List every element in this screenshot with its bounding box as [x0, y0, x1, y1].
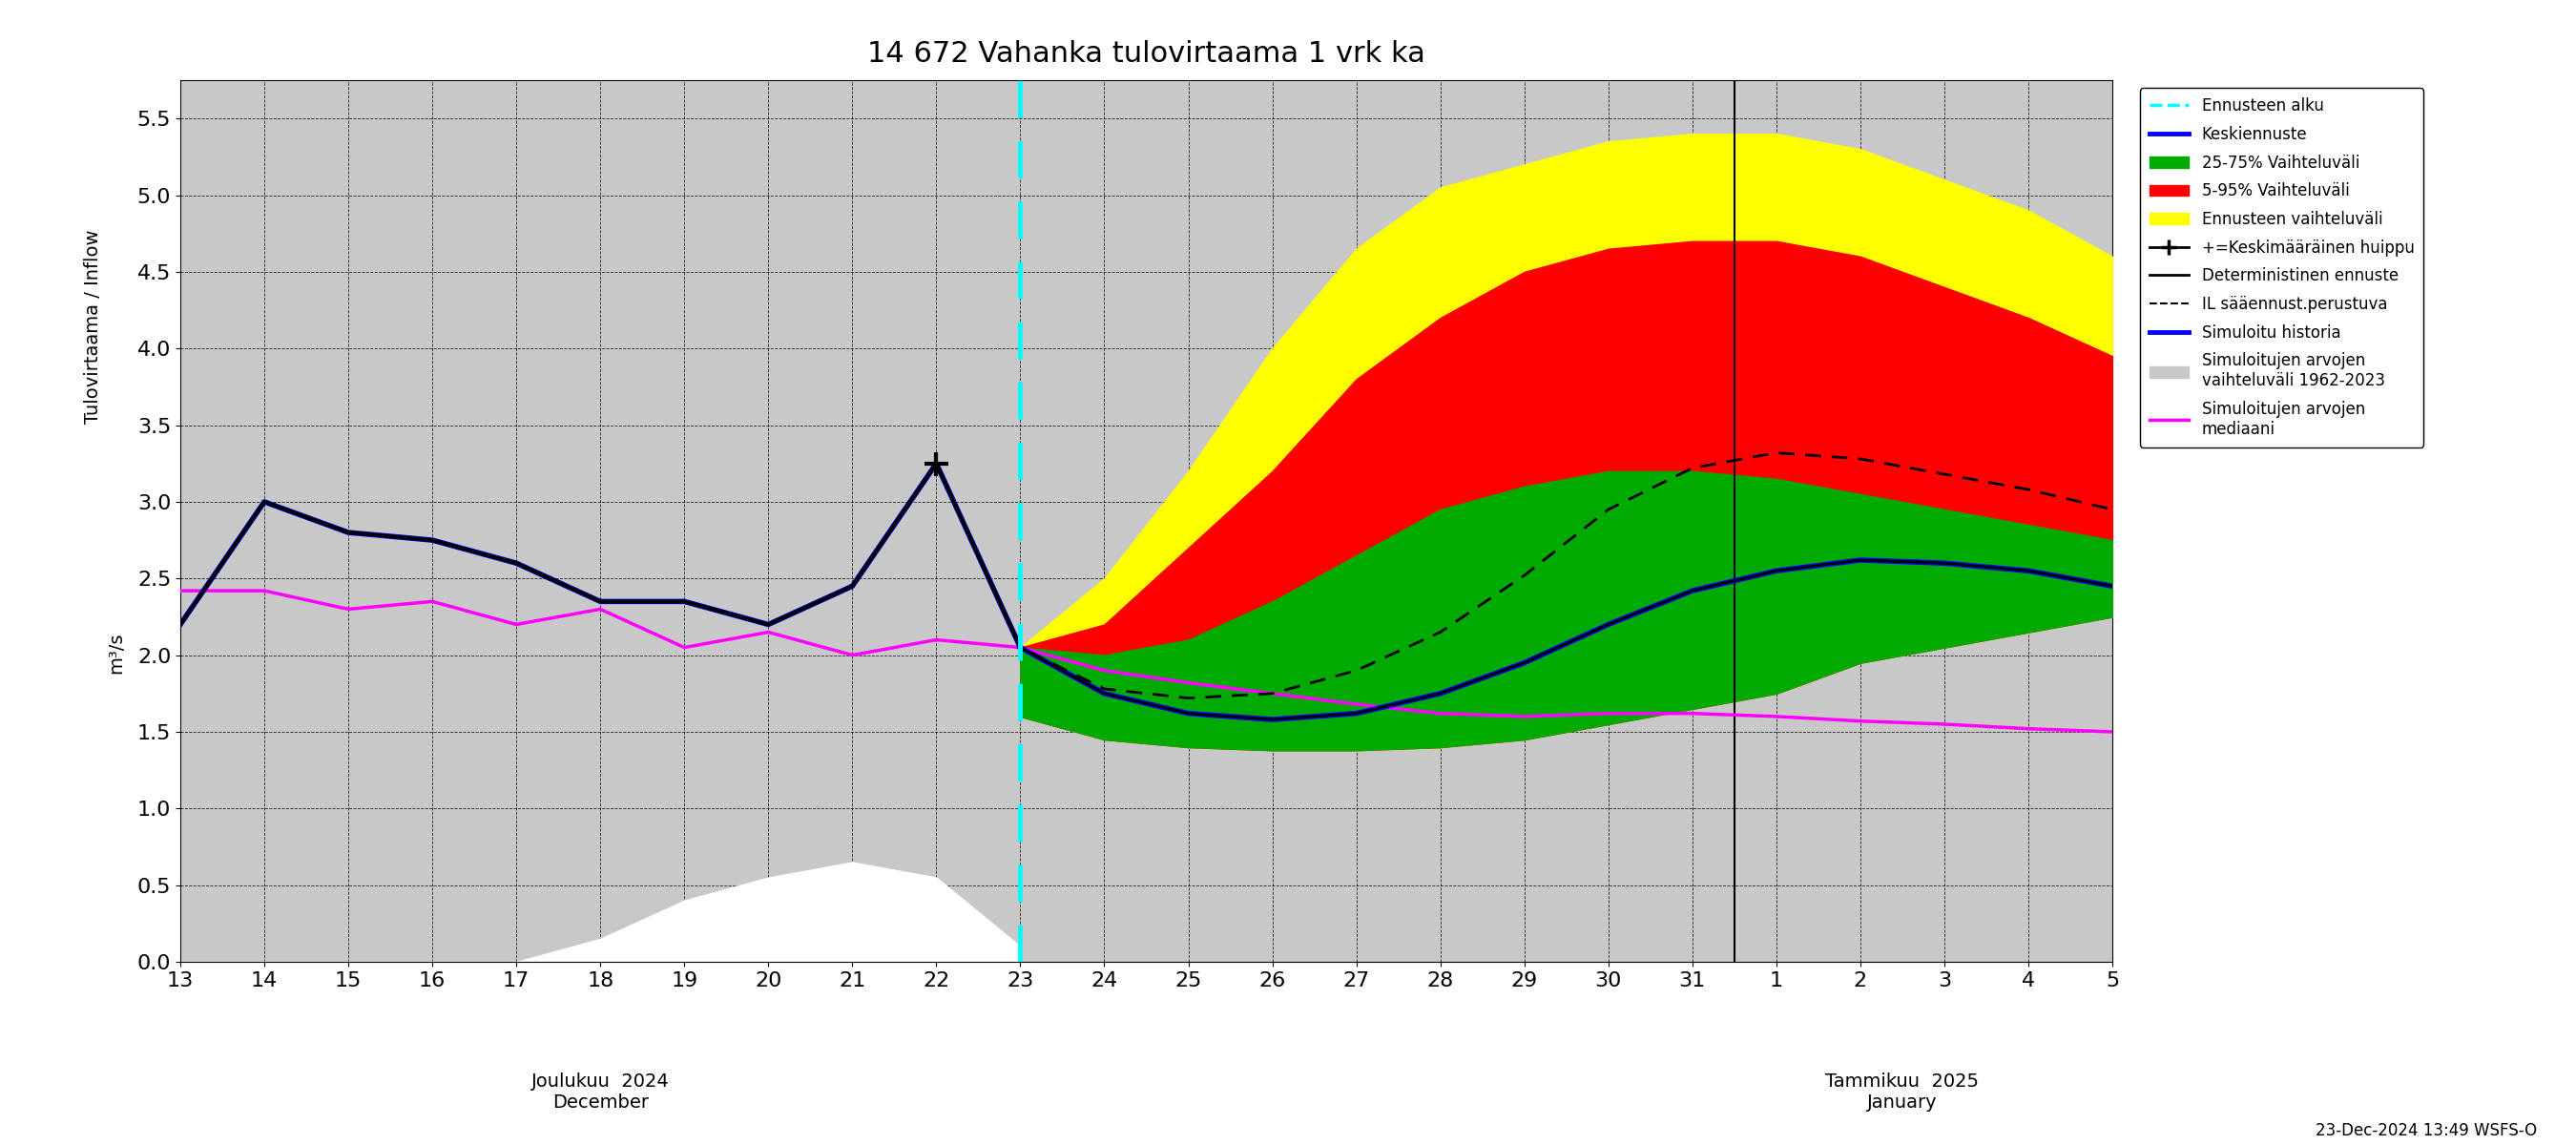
Text: 23-Dec-2024 13:49 WSFS-O: 23-Dec-2024 13:49 WSFS-O	[2316, 1122, 2537, 1139]
Text: m³/s: m³/s	[108, 632, 126, 674]
Text: Tammikuu  2025
January: Tammikuu 2025 January	[1826, 1072, 1978, 1112]
Text: Joulukuu  2024
December: Joulukuu 2024 December	[531, 1072, 670, 1112]
Title: 14 672 Vahanka tulovirtaama 1 vrk ka: 14 672 Vahanka tulovirtaama 1 vrk ka	[868, 40, 1425, 68]
Text: Tulovirtaama / Inflow: Tulovirtaama / Inflow	[85, 230, 103, 424]
Legend: Ennusteen alku, Keskiennuste, 25-75% Vaihteluväli, 5-95% Vaihteluväli, Ennusteen: Ennusteen alku, Keskiennuste, 25-75% Vai…	[2141, 88, 2424, 447]
